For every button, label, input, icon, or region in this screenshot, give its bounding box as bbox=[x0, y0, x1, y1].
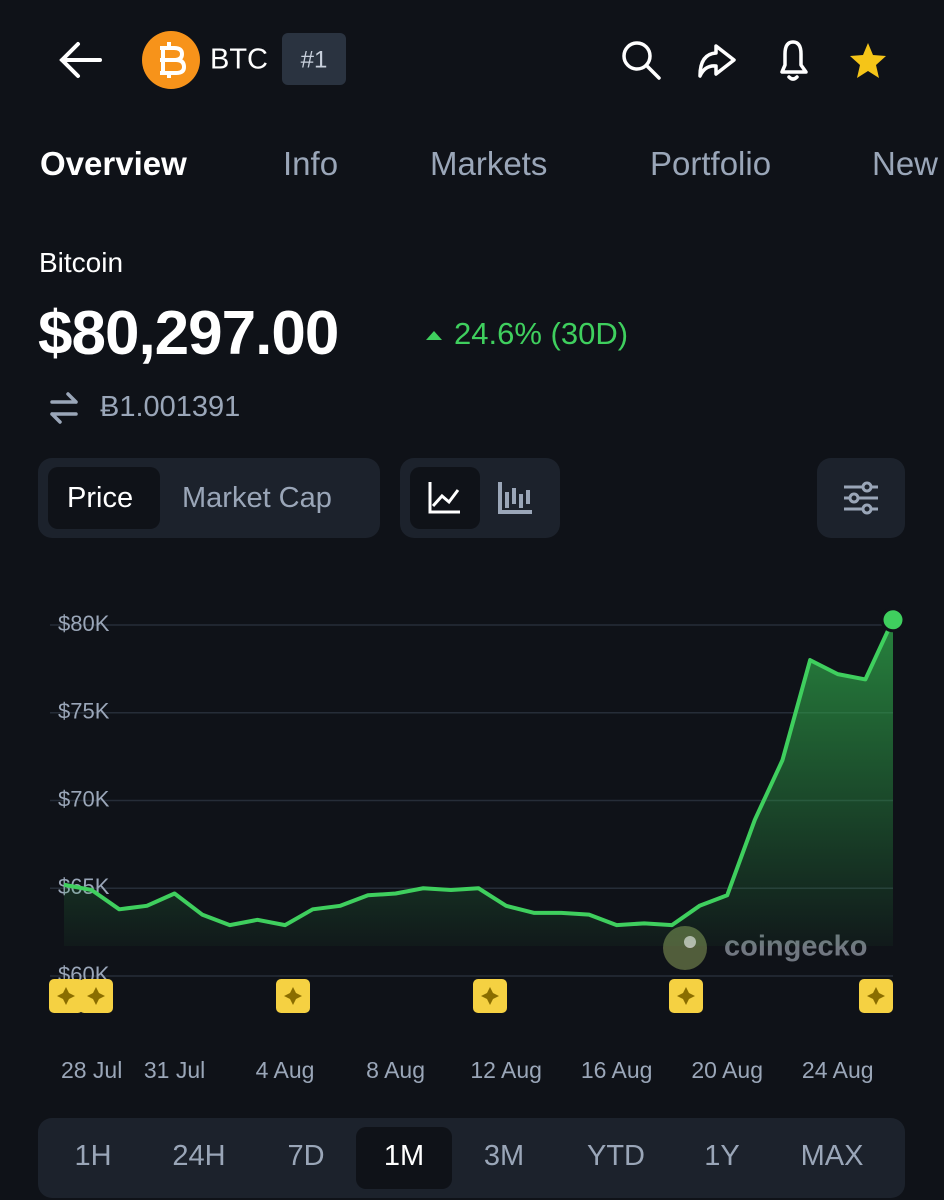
event-marker[interactable] bbox=[79, 979, 113, 1013]
tab[interactable]: Info bbox=[283, 145, 339, 182]
event-star bbox=[867, 987, 885, 1005]
range-bar bbox=[38, 1118, 905, 1198]
event-marker[interactable] bbox=[276, 979, 310, 1013]
event-marker[interactable] bbox=[859, 979, 893, 1013]
chart-type-icons bbox=[410, 467, 532, 529]
range-button[interactable]: 7D bbox=[287, 1140, 325, 1172]
last-point bbox=[880, 607, 906, 633]
symbol: BTC bbox=[210, 44, 268, 76]
range-button[interactable]: 1H bbox=[74, 1140, 112, 1172]
rank-badge bbox=[282, 33, 346, 85]
coin-name: Bitcoin bbox=[39, 247, 124, 278]
tab[interactable]: Portfolio bbox=[650, 145, 772, 182]
event-marker[interactable] bbox=[49, 979, 83, 1013]
favorite-button[interactable] bbox=[850, 43, 886, 78]
event-star bbox=[481, 987, 499, 1005]
range-button[interactable]: MAX bbox=[800, 1140, 864, 1172]
settings-icon bbox=[844, 481, 878, 515]
tab[interactable]: Overview bbox=[40, 145, 187, 182]
x-tick-label: 4 Aug bbox=[256, 1057, 315, 1083]
event-star bbox=[677, 987, 695, 1005]
rank: #1 bbox=[301, 46, 328, 73]
event-star bbox=[87, 987, 105, 1005]
range-button[interactable]: 1M bbox=[383, 1140, 425, 1172]
x-tick-label: 31 Jul bbox=[144, 1057, 205, 1083]
toggle[interactable]: Price bbox=[67, 482, 134, 514]
x-tick-label: 16 Aug bbox=[581, 1057, 653, 1083]
price-area bbox=[64, 619, 893, 946]
event-star bbox=[57, 987, 75, 1005]
event-marker[interactable] bbox=[473, 979, 507, 1013]
back-button[interactable] bbox=[59, 42, 102, 78]
event-marker[interactable] bbox=[669, 979, 703, 1013]
y-tick-label: $75K bbox=[58, 699, 110, 724]
share-button[interactable] bbox=[698, 44, 736, 78]
coin-logo bbox=[142, 31, 200, 89]
x-tick-label: 24 Aug bbox=[802, 1057, 874, 1083]
search-button[interactable] bbox=[622, 41, 661, 80]
range-button[interactable]: 1Y bbox=[704, 1140, 740, 1172]
btc-price: Ƀ1.001391 bbox=[100, 391, 241, 423]
tab[interactable]: New bbox=[872, 145, 939, 182]
x-tick-label: 12 Aug bbox=[470, 1057, 542, 1083]
line-chart-button[interactable] bbox=[428, 482, 460, 514]
toggle[interactable]: Market Cap bbox=[182, 482, 332, 514]
range-button[interactable]: YTD bbox=[587, 1140, 645, 1172]
x-tick-label: 28 Jul bbox=[61, 1057, 122, 1083]
range-button[interactable]: 24H bbox=[172, 1140, 226, 1172]
price-line bbox=[63, 618, 895, 928]
candle-chart-button[interactable] bbox=[498, 482, 532, 514]
range-selected bbox=[356, 1127, 452, 1189]
y-tick-label: $80K bbox=[58, 611, 110, 636]
event-star bbox=[284, 987, 302, 1005]
price: $80,297.00 bbox=[38, 299, 339, 368]
x-tick-label: 20 Aug bbox=[691, 1057, 763, 1083]
price-change: 24.6% (30D) bbox=[454, 316, 629, 351]
tab[interactable]: Markets bbox=[430, 145, 548, 182]
alert-button[interactable] bbox=[780, 40, 808, 81]
x-tick-label: 8 Aug bbox=[366, 1057, 425, 1083]
y-tick-label: $70K bbox=[58, 786, 110, 811]
top-bar: BTC #1 bbox=[59, 31, 886, 89]
up-arrow bbox=[426, 331, 442, 340]
swap-icon bbox=[50, 392, 78, 424]
toggle-selected bbox=[48, 467, 160, 529]
range-button[interactable]: 3M bbox=[483, 1140, 525, 1172]
